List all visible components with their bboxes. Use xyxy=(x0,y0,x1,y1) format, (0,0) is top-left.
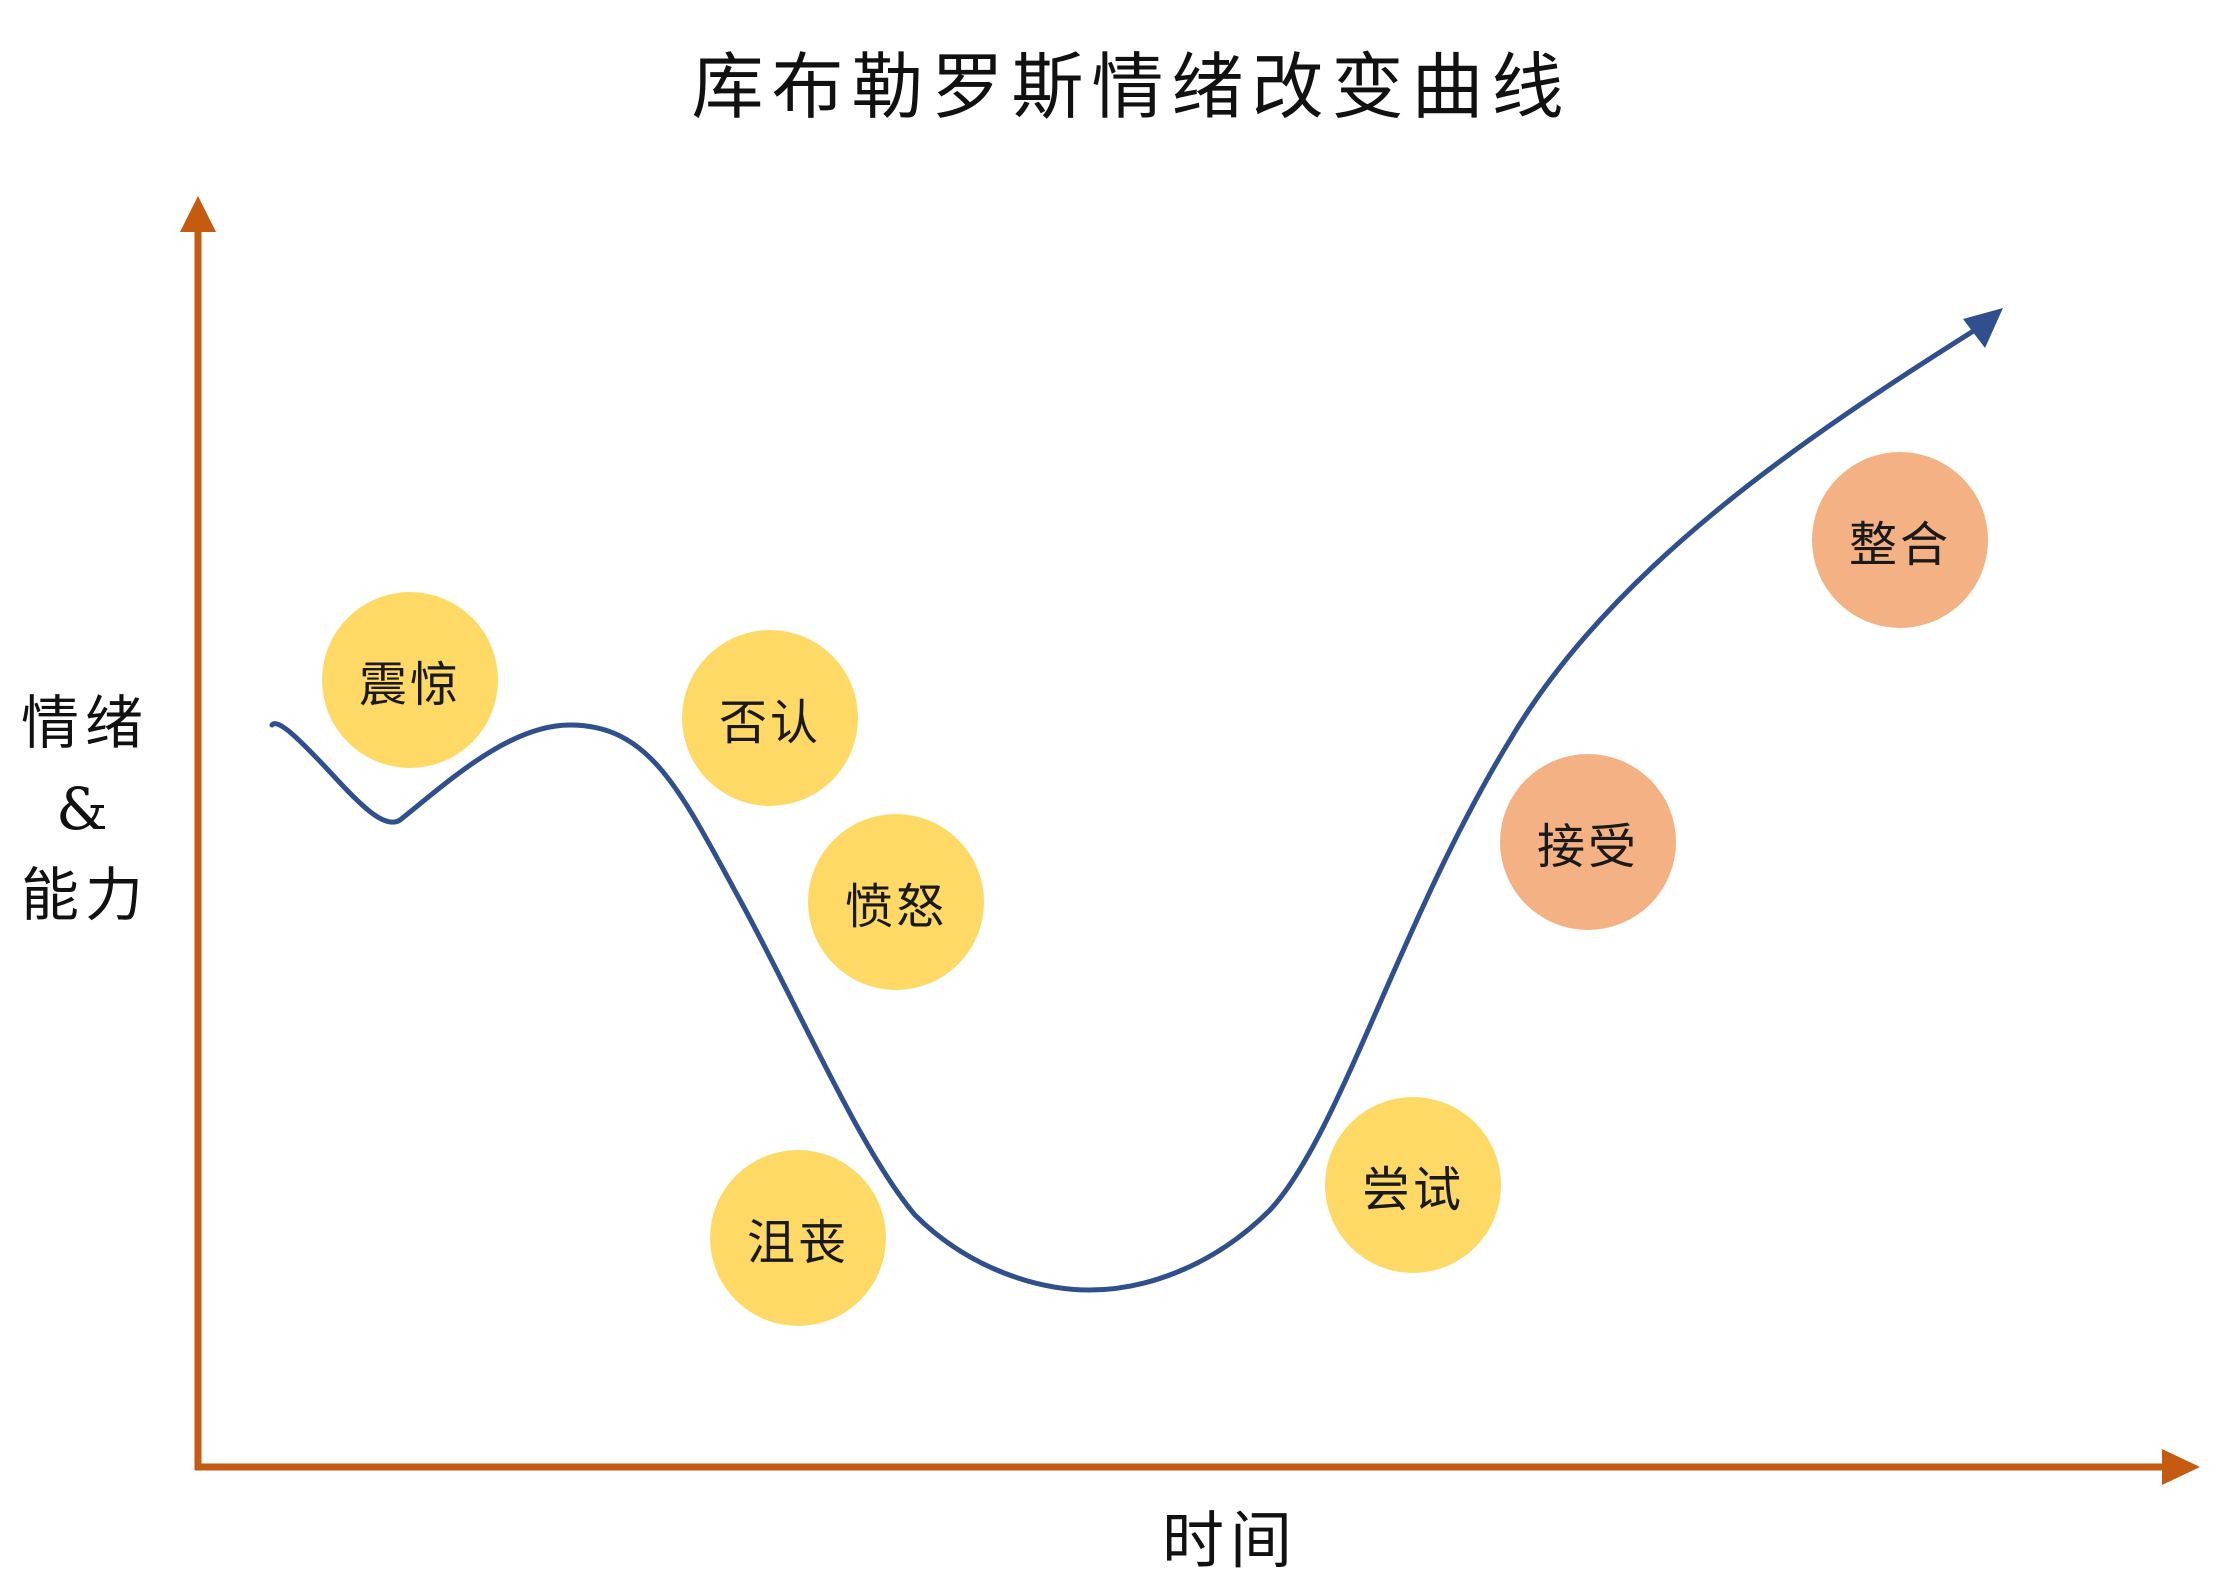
stage-label-shock: 震惊 xyxy=(358,657,461,713)
stage-label-depression: 沮丧 xyxy=(746,1215,849,1271)
stage-circle-denial xyxy=(682,630,858,806)
stage-circle-acceptance xyxy=(1500,754,1676,930)
emotion-curve xyxy=(269,327,1978,1293)
stage-circle-depression xyxy=(710,1150,886,1326)
stage-circle-testing xyxy=(1325,1097,1501,1273)
y-axis-label: 情绪 & 能力 xyxy=(0,680,170,938)
curve-arrow-icon xyxy=(1963,308,2003,348)
stage-label-denial: 否认 xyxy=(718,695,821,751)
stage-label-testing: 尝试 xyxy=(1361,1162,1464,1218)
y-axis-label-line2: & xyxy=(56,775,114,843)
stage-label-integration: 整合 xyxy=(1848,517,1951,573)
stage-circle-integration xyxy=(1812,452,1988,628)
diagram-title: 库布勒罗斯情绪改变曲线 xyxy=(691,45,1572,129)
stage-circle-shock xyxy=(322,592,498,768)
y-axis-label-line1: 情绪 xyxy=(20,689,149,757)
stage-label-anger: 愤怒 xyxy=(844,879,947,935)
stage-label-acceptance: 接受 xyxy=(1536,819,1639,875)
stage-circle-anger xyxy=(808,814,984,990)
y-axis-label-line3: 能力 xyxy=(20,861,149,929)
y-axis-arrow-icon xyxy=(180,196,216,232)
x-axis-arrow-icon xyxy=(2162,1449,2200,1485)
